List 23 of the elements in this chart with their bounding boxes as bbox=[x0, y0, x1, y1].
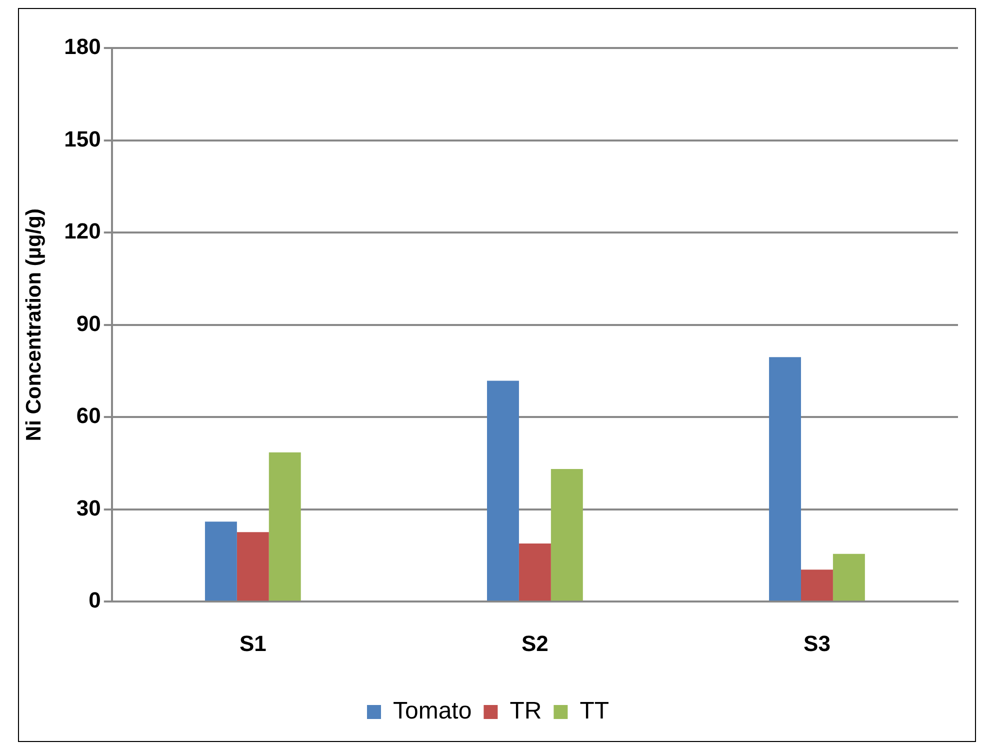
bar bbox=[550, 469, 583, 601]
y-tick-label: 0 bbox=[88, 588, 101, 613]
bar bbox=[801, 570, 833, 601]
y-tick-label: 60 bbox=[76, 403, 101, 428]
y-tick-label: 180 bbox=[64, 34, 101, 60]
y-tick-label: 150 bbox=[64, 126, 101, 152]
y-axis-title: Ni Concentration (µg/g) bbox=[22, 208, 46, 442]
legend-label: TT bbox=[580, 698, 610, 725]
legend-label: TR bbox=[510, 698, 542, 725]
x-tick-label: S2 bbox=[521, 630, 548, 656]
y-tick-label: 120 bbox=[64, 218, 101, 244]
legend-label: Tomato bbox=[392, 698, 472, 725]
bar bbox=[268, 452, 301, 601]
bar bbox=[204, 522, 237, 601]
bar bbox=[236, 532, 269, 601]
y-tick-label: 30 bbox=[76, 495, 101, 520]
x-tick-label: S1 bbox=[239, 630, 266, 656]
bar bbox=[487, 380, 519, 601]
bar bbox=[518, 543, 551, 601]
bar bbox=[769, 357, 802, 601]
y-tick-label: 90 bbox=[76, 310, 101, 336]
bar bbox=[832, 554, 865, 601]
x-tick-label: S3 bbox=[804, 630, 830, 656]
